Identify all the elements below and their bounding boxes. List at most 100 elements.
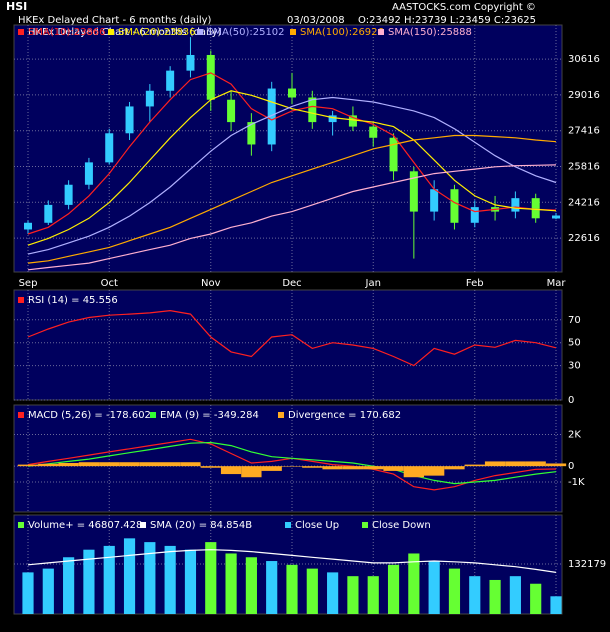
legend-label: SMA(10):23866 bbox=[28, 27, 106, 38]
candle-body bbox=[105, 133, 114, 163]
bar bbox=[225, 553, 237, 614]
x-tick-label: Mar bbox=[547, 278, 567, 289]
legend-label: EMA (9) = -349.284 bbox=[160, 410, 259, 421]
candle-body bbox=[145, 90, 154, 107]
legend-label: SMA (20) = 84.854B bbox=[150, 520, 252, 531]
legend-swatch bbox=[197, 29, 203, 35]
legend-label: SMA(20):23836 bbox=[118, 27, 196, 38]
quote: O:23492 H:23739 L:23459 C:23625 bbox=[358, 15, 536, 26]
bar bbox=[383, 466, 404, 471]
bar bbox=[281, 466, 303, 467]
x-tick-label: Nov bbox=[201, 278, 221, 289]
bar bbox=[342, 466, 364, 470]
y-tick-label: 132179 bbox=[568, 559, 606, 570]
candle-body bbox=[247, 122, 256, 145]
candle-body bbox=[24, 222, 32, 230]
legend-swatch bbox=[108, 29, 114, 35]
bar bbox=[119, 462, 140, 467]
bar bbox=[525, 461, 546, 467]
line bbox=[27, 441, 557, 485]
y-tick-label: 2K bbox=[568, 430, 581, 441]
candle-body bbox=[227, 99, 236, 123]
bar bbox=[347, 576, 359, 614]
bar bbox=[505, 461, 526, 467]
line bbox=[27, 72, 557, 235]
line bbox=[27, 309, 557, 367]
bar bbox=[103, 545, 115, 614]
panel-title: Volume+ = 46807.428 bbox=[28, 520, 142, 531]
bar bbox=[200, 466, 221, 468]
candle-body bbox=[328, 115, 337, 123]
bar bbox=[428, 561, 440, 614]
legend-swatch bbox=[278, 412, 284, 418]
bar bbox=[63, 557, 75, 614]
bar bbox=[403, 466, 424, 478]
legend-swatch bbox=[362, 522, 368, 528]
bar bbox=[241, 466, 262, 478]
candle-body bbox=[186, 54, 195, 71]
legend-label: SMA(150):25888 bbox=[388, 27, 472, 38]
candle-body bbox=[531, 198, 540, 219]
bar bbox=[509, 576, 521, 614]
candle-body bbox=[470, 207, 479, 223]
candle-body bbox=[64, 184, 73, 205]
bar bbox=[448, 568, 461, 614]
bar bbox=[99, 462, 120, 467]
ticker: HSI bbox=[6, 0, 27, 13]
y-tick-label: 70 bbox=[568, 315, 581, 326]
y-tick-label: 30 bbox=[568, 361, 581, 372]
bar bbox=[123, 538, 136, 614]
bar bbox=[322, 466, 343, 470]
bar bbox=[139, 462, 160, 467]
y-tick-label: -1K bbox=[568, 477, 585, 488]
bar bbox=[160, 462, 181, 467]
bar bbox=[469, 576, 481, 614]
legend-swatch bbox=[18, 29, 24, 35]
bar bbox=[78, 462, 100, 467]
y-tick-label: 24216 bbox=[568, 197, 600, 208]
y-tick-label: 25816 bbox=[568, 161, 600, 172]
bar bbox=[184, 549, 197, 614]
candle-body bbox=[84, 162, 93, 185]
bar bbox=[38, 463, 59, 467]
bar bbox=[220, 466, 242, 475]
line bbox=[27, 96, 557, 255]
bar bbox=[530, 583, 542, 614]
bar bbox=[144, 542, 156, 614]
legend-label: RSI (14) = 45.556 bbox=[28, 295, 118, 306]
candle-body bbox=[288, 88, 296, 98]
legend-swatch bbox=[290, 29, 296, 35]
bar bbox=[387, 564, 400, 614]
bar bbox=[180, 462, 201, 467]
x-tick-label: Sep bbox=[19, 278, 38, 289]
line bbox=[27, 164, 557, 271]
chart-title: HKEx Delayed Chart - 6 months (daily) bbox=[18, 15, 212, 26]
legend-swatch bbox=[140, 522, 146, 528]
date: 03/03/2008 bbox=[287, 15, 345, 26]
bar bbox=[245, 557, 257, 614]
line bbox=[27, 90, 557, 246]
panel bbox=[13, 24, 563, 273]
legend-swatch bbox=[18, 522, 24, 528]
bar bbox=[205, 542, 217, 614]
candle-body bbox=[348, 115, 357, 127]
bar bbox=[164, 545, 176, 614]
panel-title: HKEx Delayed Chart - 6 months (daily) bbox=[28, 27, 222, 38]
candle-body bbox=[125, 106, 134, 134]
y-tick-label: 0 bbox=[568, 395, 574, 406]
bar bbox=[22, 572, 34, 614]
candle-body bbox=[166, 70, 175, 91]
bar bbox=[444, 466, 465, 470]
copyright: AASTOCKS.com Copyright © bbox=[392, 2, 536, 13]
legend-label: Close Up bbox=[295, 520, 339, 531]
bar bbox=[484, 461, 506, 467]
bar bbox=[266, 561, 278, 614]
bar bbox=[58, 463, 79, 467]
bar bbox=[363, 466, 384, 470]
bar bbox=[42, 568, 54, 614]
panel bbox=[13, 289, 563, 401]
legend-swatch bbox=[150, 412, 156, 418]
bar bbox=[408, 553, 420, 614]
bar bbox=[424, 466, 445, 476]
